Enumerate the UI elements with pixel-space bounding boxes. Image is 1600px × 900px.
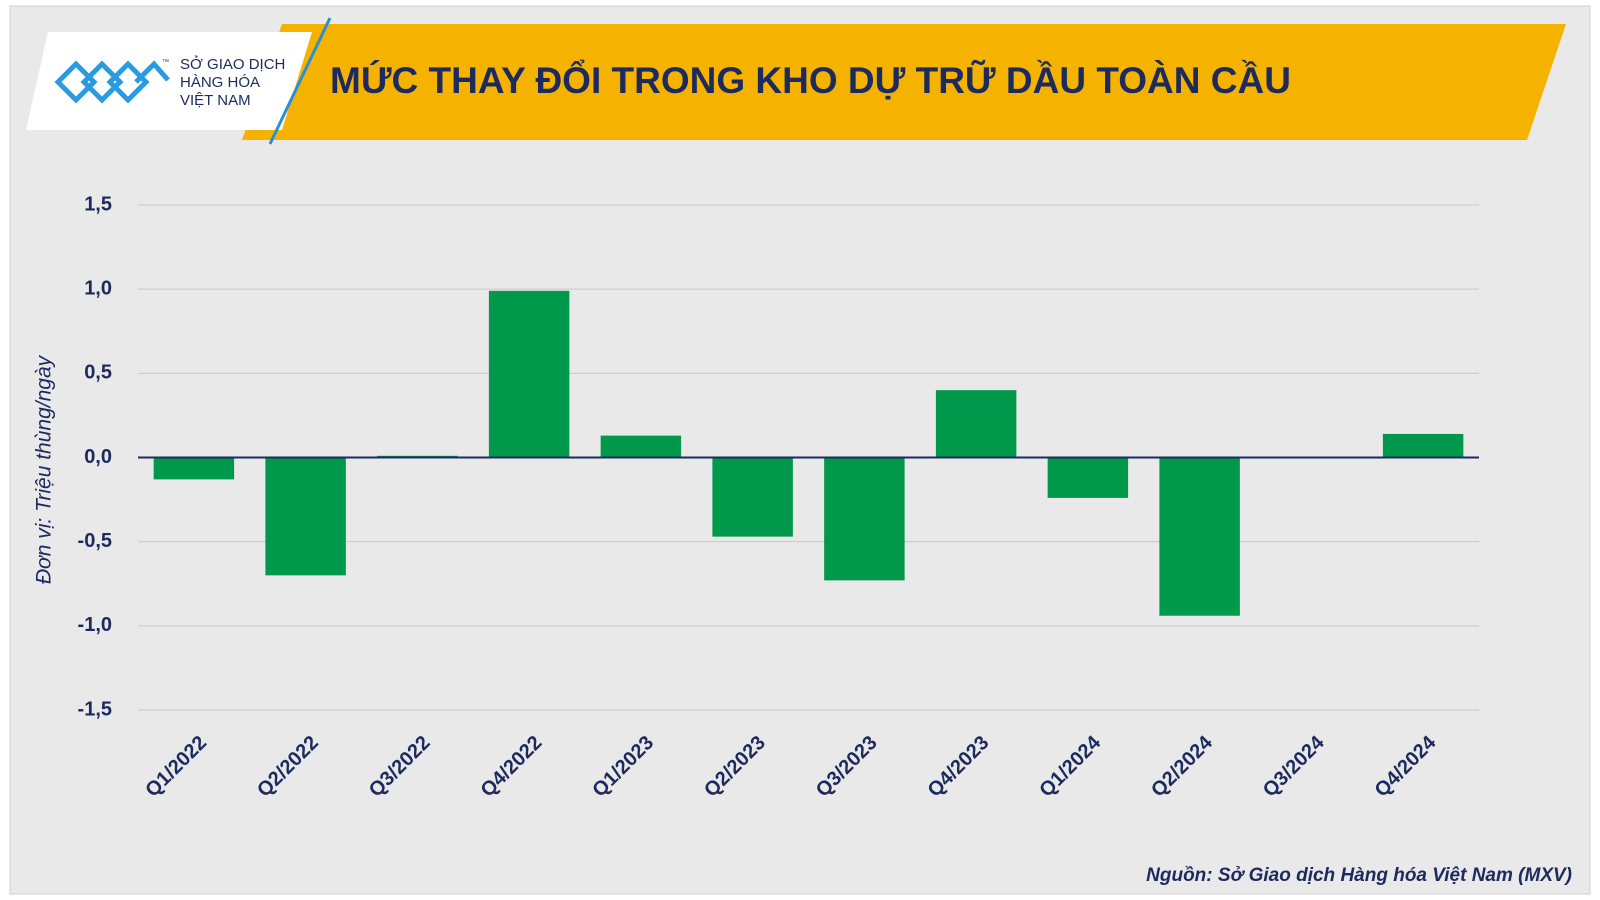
bar bbox=[1159, 457, 1240, 616]
logo-panel bbox=[26, 32, 312, 130]
y-tick-label: -0,5 bbox=[78, 530, 112, 552]
y-axis-label: Đơn vị: Triệu thùng/ngày bbox=[33, 354, 56, 584]
y-tick-label: -1,5 bbox=[78, 698, 112, 720]
bar bbox=[824, 457, 905, 581]
bar bbox=[488, 290, 570, 458]
logo-text: SỞ GIAO DỊCH bbox=[180, 55, 285, 73]
bar bbox=[712, 457, 793, 537]
logo-text: HÀNG HÓA bbox=[180, 74, 260, 91]
bar bbox=[1047, 457, 1129, 498]
logo-divider bbox=[268, 17, 332, 145]
y-tick-label: -1,0 bbox=[78, 614, 112, 636]
logo-icon bbox=[54, 60, 170, 104]
logo-text: VIỆT NAM bbox=[180, 92, 251, 109]
bar bbox=[600, 435, 682, 458]
y-tick-label: 1,5 bbox=[84, 193, 112, 215]
bar bbox=[1382, 433, 1464, 458]
bar bbox=[265, 457, 346, 576]
background bbox=[9, 5, 1591, 895]
y-tick-label: 0,0 bbox=[84, 446, 112, 468]
title-banner bbox=[242, 24, 1566, 140]
chart-title: MỨC THAY ĐỔI TRONG KHO DỰ TRỮ DẦU TOÀN C… bbox=[330, 58, 1291, 101]
bar bbox=[153, 457, 235, 480]
y-tick-label: 0,5 bbox=[84, 362, 112, 384]
y-tick-label: 1,0 bbox=[84, 277, 112, 299]
bar bbox=[935, 390, 1017, 458]
source-note: Nguồn: Sở Giao dịch Hàng hóa Việt Nam (M… bbox=[1146, 865, 1572, 886]
logo-mark: ™ bbox=[162, 59, 169, 66]
